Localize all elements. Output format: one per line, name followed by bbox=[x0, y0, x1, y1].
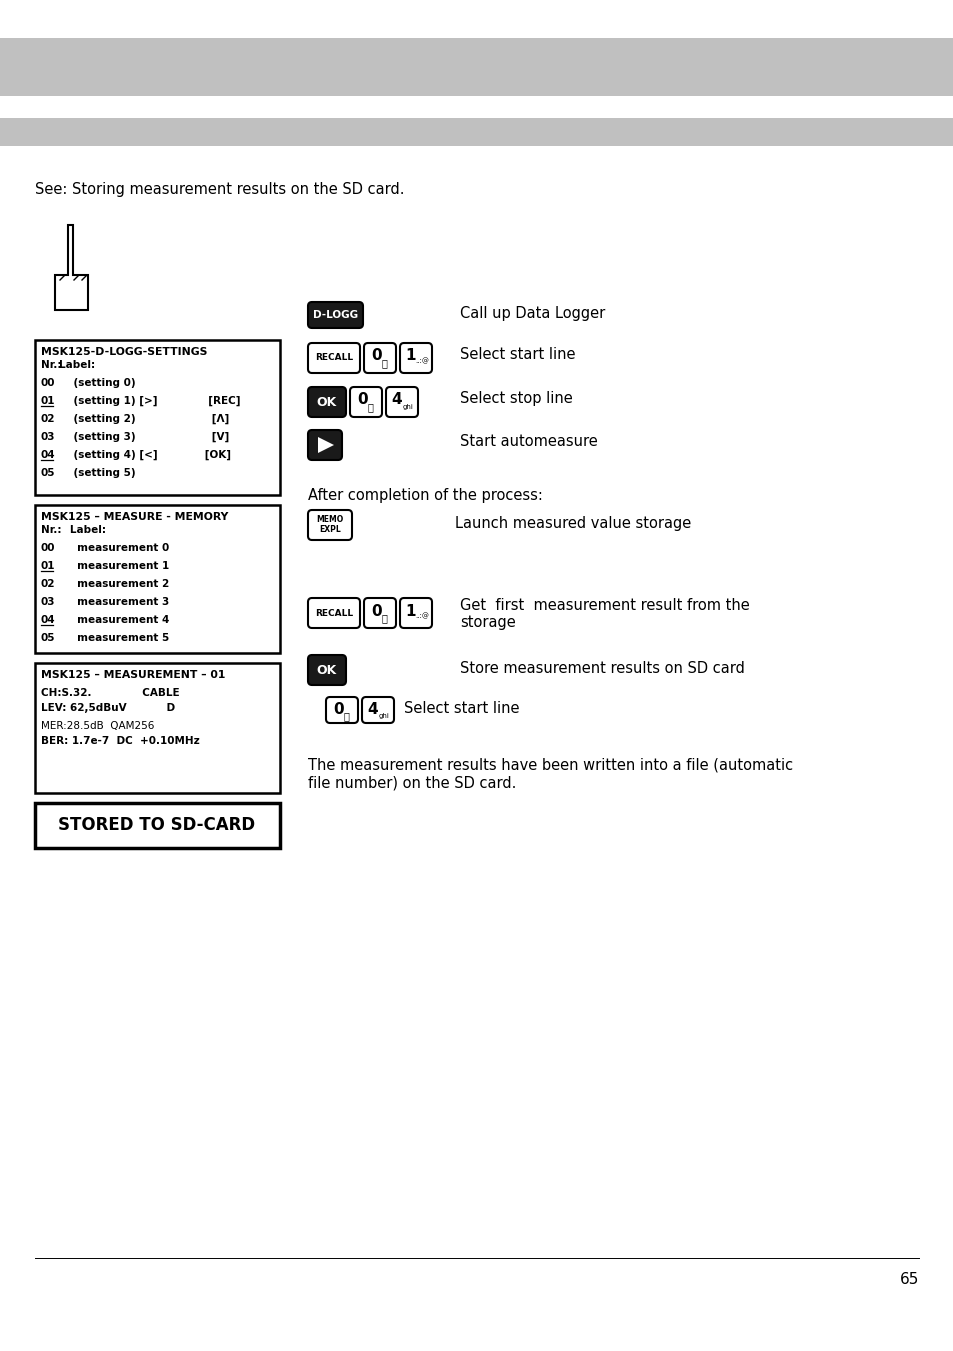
Bar bbox=[35, 340, 280, 494]
Text: LEV: 62,5dBuV           D: LEV: 62,5dBuV D bbox=[41, 703, 175, 713]
Text: 05: 05 bbox=[41, 634, 55, 643]
Text: ghi: ghi bbox=[378, 713, 389, 719]
Text: measurement 2: measurement 2 bbox=[59, 580, 169, 589]
Text: MSK125 – MEASURE - MEMORY: MSK125 – MEASURE - MEMORY bbox=[41, 512, 228, 521]
Bar bbox=[35, 802, 280, 848]
FancyBboxPatch shape bbox=[364, 343, 395, 373]
Text: ⌣: ⌣ bbox=[380, 358, 387, 367]
Text: Select start line: Select start line bbox=[459, 347, 575, 362]
Text: RECALL: RECALL bbox=[314, 608, 353, 617]
Text: Launch measured value storage: Launch measured value storage bbox=[455, 516, 691, 531]
Text: measurement 4: measurement 4 bbox=[59, 615, 170, 626]
Text: BER: 1.7e-7  DC  +0.10MHz: BER: 1.7e-7 DC +0.10MHz bbox=[41, 736, 199, 746]
FancyBboxPatch shape bbox=[308, 509, 352, 540]
Text: 1: 1 bbox=[405, 349, 416, 363]
Text: file number) on the SD card.: file number) on the SD card. bbox=[308, 775, 516, 790]
Text: 00: 00 bbox=[41, 543, 55, 553]
Text: OK: OK bbox=[316, 663, 336, 677]
Text: storage: storage bbox=[459, 615, 516, 630]
Text: Nr.:: Nr.: bbox=[41, 359, 69, 370]
Polygon shape bbox=[55, 226, 88, 309]
Text: measurement 5: measurement 5 bbox=[59, 634, 169, 643]
Text: STORED TO SD-CARD: STORED TO SD-CARD bbox=[58, 816, 255, 834]
Text: Get  first  measurement result from the: Get first measurement result from the bbox=[459, 598, 749, 613]
Text: MSK125 – MEASUREMENT – 01: MSK125 – MEASUREMENT – 01 bbox=[41, 670, 225, 680]
Text: 03: 03 bbox=[41, 597, 55, 607]
Text: RECALL: RECALL bbox=[314, 354, 353, 362]
Text: 1: 1 bbox=[405, 604, 416, 619]
Bar bbox=[35, 663, 280, 793]
Text: Label:: Label: bbox=[59, 359, 95, 370]
Bar bbox=[35, 505, 280, 653]
Text: MEMO: MEMO bbox=[316, 516, 343, 524]
Text: 04: 04 bbox=[41, 450, 55, 459]
FancyBboxPatch shape bbox=[308, 343, 359, 373]
FancyBboxPatch shape bbox=[386, 386, 417, 417]
Text: 01: 01 bbox=[41, 561, 55, 571]
Text: CH:S.32.              CABLE: CH:S.32. CABLE bbox=[41, 688, 179, 698]
Text: D-LOGG: D-LOGG bbox=[313, 309, 357, 320]
FancyBboxPatch shape bbox=[326, 697, 357, 723]
Text: measurement 0: measurement 0 bbox=[59, 543, 169, 553]
Text: 65: 65 bbox=[899, 1273, 918, 1288]
Text: 05: 05 bbox=[41, 467, 55, 478]
Text: 01: 01 bbox=[41, 396, 55, 407]
Text: (setting 2)                     [Λ]: (setting 2) [Λ] bbox=[59, 413, 229, 424]
Text: ghi: ghi bbox=[402, 404, 413, 409]
Text: Select stop line: Select stop line bbox=[459, 390, 572, 407]
Text: 0: 0 bbox=[357, 393, 368, 408]
Text: EXPL: EXPL bbox=[319, 526, 340, 535]
FancyBboxPatch shape bbox=[308, 303, 363, 328]
Text: Select start line: Select start line bbox=[403, 701, 519, 716]
Text: (setting 5): (setting 5) bbox=[59, 467, 135, 478]
Text: Label:: Label: bbox=[59, 526, 106, 535]
Text: 00: 00 bbox=[41, 378, 55, 388]
FancyBboxPatch shape bbox=[308, 386, 346, 417]
FancyBboxPatch shape bbox=[399, 598, 432, 628]
FancyBboxPatch shape bbox=[399, 343, 432, 373]
Text: ⌣: ⌣ bbox=[343, 711, 349, 721]
Text: 0: 0 bbox=[372, 604, 382, 619]
Text: (setting 1) [>]              [REC]: (setting 1) [>] [REC] bbox=[59, 396, 240, 407]
Text: 4: 4 bbox=[392, 393, 402, 408]
Text: (setting 4) [<]             [OK]: (setting 4) [<] [OK] bbox=[59, 450, 231, 461]
FancyBboxPatch shape bbox=[308, 655, 346, 685]
Text: 04: 04 bbox=[41, 615, 55, 626]
Text: ..:@: ..:@ bbox=[415, 358, 429, 365]
Text: The measurement results have been written into a file (automatic: The measurement results have been writte… bbox=[308, 758, 792, 773]
Text: (setting 3)                     [V]: (setting 3) [V] bbox=[59, 432, 229, 442]
Text: Nr.:: Nr.: bbox=[41, 526, 69, 535]
FancyBboxPatch shape bbox=[361, 697, 394, 723]
Text: MER:28.5dB  QAM256: MER:28.5dB QAM256 bbox=[41, 721, 154, 731]
Text: See: Storing measurement results on the SD card.: See: Storing measurement results on the … bbox=[35, 182, 404, 197]
Text: 03: 03 bbox=[41, 432, 55, 442]
Text: After completion of the process:: After completion of the process: bbox=[308, 488, 542, 503]
Text: 0: 0 bbox=[372, 349, 382, 363]
Text: ⌣: ⌣ bbox=[367, 403, 373, 412]
Text: ..:@: ..:@ bbox=[415, 613, 429, 619]
FancyBboxPatch shape bbox=[350, 386, 381, 417]
Text: Store measurement results on SD card: Store measurement results on SD card bbox=[459, 661, 744, 676]
FancyBboxPatch shape bbox=[308, 598, 359, 628]
Polygon shape bbox=[317, 436, 334, 453]
FancyBboxPatch shape bbox=[308, 430, 341, 459]
Text: 02: 02 bbox=[41, 413, 55, 424]
Text: measurement 1: measurement 1 bbox=[59, 561, 169, 571]
Text: MSK125-D-LOGG-SETTINGS: MSK125-D-LOGG-SETTINGS bbox=[41, 347, 207, 357]
Text: OK: OK bbox=[316, 396, 336, 408]
Bar bbox=[0, 118, 953, 146]
Text: measurement 3: measurement 3 bbox=[59, 597, 169, 607]
Text: 4: 4 bbox=[367, 703, 378, 717]
Text: ⌣: ⌣ bbox=[380, 613, 387, 623]
Text: 0: 0 bbox=[334, 703, 344, 717]
Bar bbox=[0, 38, 953, 96]
FancyBboxPatch shape bbox=[364, 598, 395, 628]
Text: (setting 0): (setting 0) bbox=[59, 378, 135, 388]
Text: Start automeasure: Start automeasure bbox=[459, 434, 598, 449]
Text: 02: 02 bbox=[41, 580, 55, 589]
Text: Call up Data Logger: Call up Data Logger bbox=[459, 305, 604, 322]
